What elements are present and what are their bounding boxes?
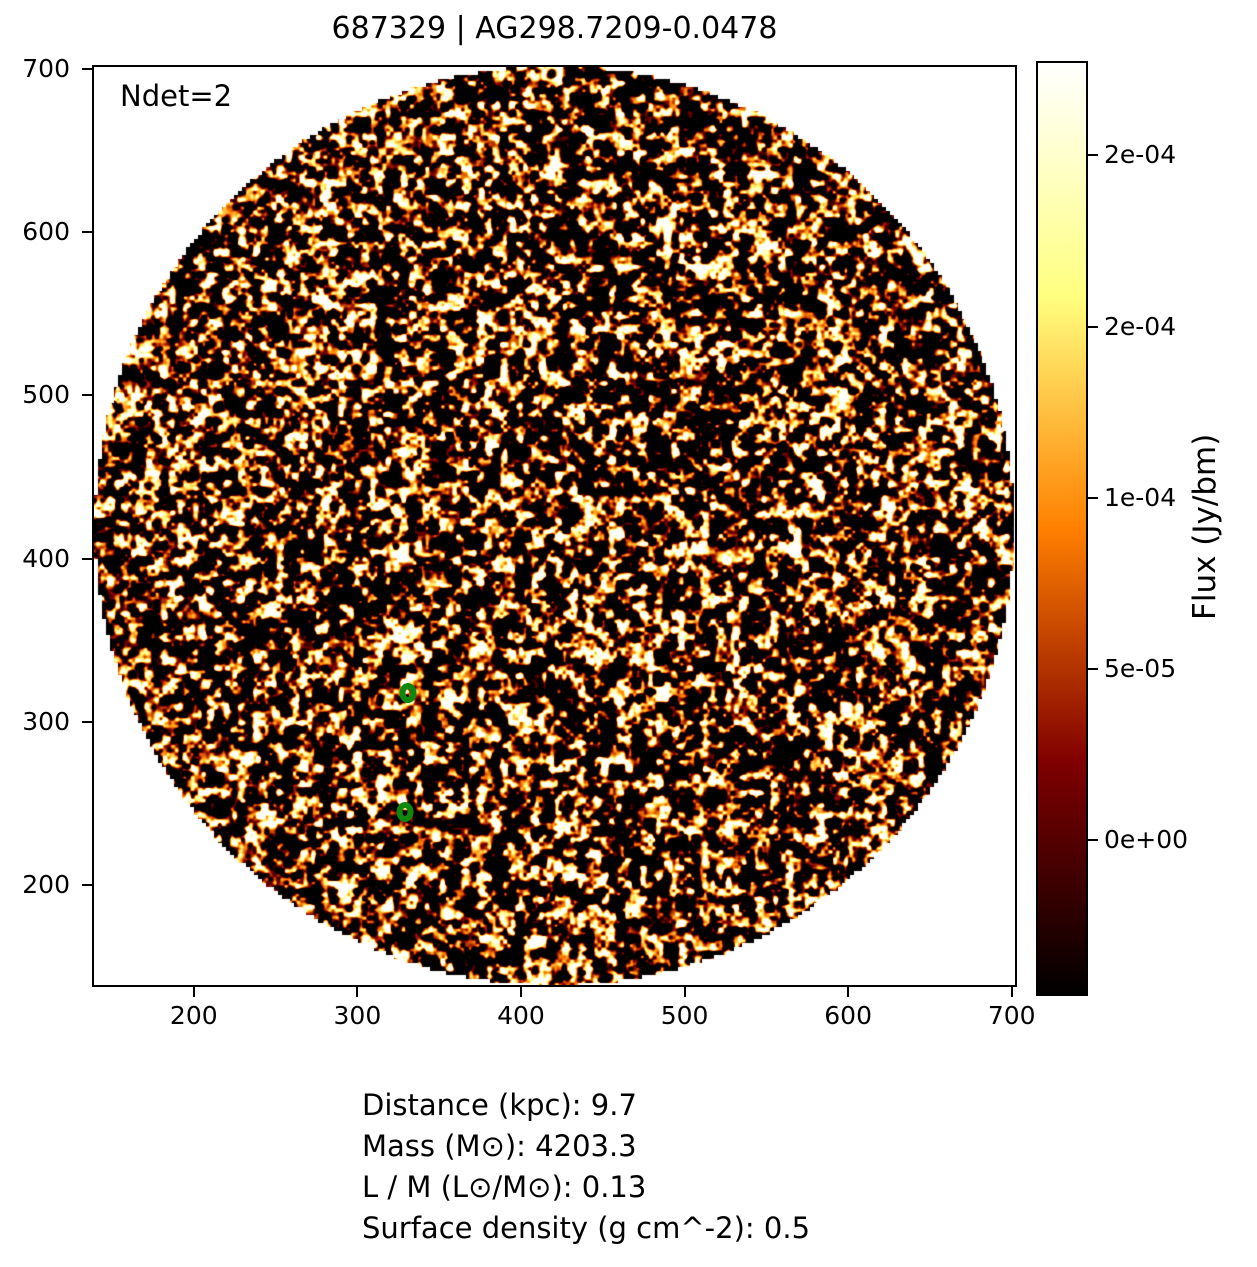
- x-tick-mark: [847, 987, 850, 997]
- colorbar-tick-label: 0e+00: [1104, 824, 1189, 854]
- ndet-annotation: Ndet=2: [120, 79, 233, 113]
- colorbar-tick-mark: [1088, 325, 1098, 328]
- info-line-surface-density: Surface density (g cm^-2): 0.5: [362, 1211, 811, 1245]
- colorbar-tick-label: 1e-04: [1104, 482, 1177, 512]
- colorbar-tick-mark: [1088, 496, 1098, 499]
- x-tick-mark: [356, 987, 359, 997]
- x-tick-label: 300: [333, 1001, 382, 1030]
- x-tick-label: 700: [987, 1001, 1036, 1030]
- info-block: Distance (kpc): 9.7 Mass (M⊙): 4203.3 L …: [362, 1085, 810, 1249]
- colorbar-tick-label: 2e-04: [1104, 140, 1177, 170]
- colorbar-tick-label: 5e-05: [1104, 653, 1177, 683]
- detection-marker: [396, 801, 414, 822]
- flux-map-canvas: [94, 67, 1015, 985]
- y-tick-mark: [82, 884, 92, 887]
- colorbar-label: Flux (Jy/bm): [1187, 433, 1223, 620]
- x-tick-label: 200: [169, 1001, 218, 1030]
- y-tick-mark: [82, 721, 92, 723]
- y-tick-label: 700: [22, 53, 70, 83]
- x-tick-label: 400: [497, 1001, 545, 1030]
- x-tick-mark: [519, 987, 522, 997]
- figure-title: 687329 | AG298.7209-0.0478: [331, 11, 778, 46]
- detection-marker: [399, 682, 417, 703]
- colorbar-tick-mark: [1088, 154, 1098, 157]
- y-tick-label: 500: [22, 380, 70, 410]
- colorbar: 2e-04 2e-04 1e-04 5e-05 0e+00: [1036, 61, 1188, 996]
- colorbar-tick-mark: [1088, 667, 1098, 670]
- x-tick-mark: [1010, 987, 1013, 997]
- x-tick-mark: [192, 987, 195, 997]
- colorbar-tick-label: 2e-04: [1104, 311, 1177, 341]
- y-tick-mark: [82, 230, 92, 233]
- y-tick-label: 400: [22, 543, 70, 573]
- y-tick-label: 300: [22, 707, 70, 736]
- info-line-mass: Mass (M⊙): 4203.3: [362, 1129, 637, 1163]
- x-tick-label: 500: [660, 1001, 709, 1030]
- info-line-lm-ratio: L / M (L⊙/M⊙): 0.13: [362, 1170, 647, 1204]
- colorbar-tick-mark: [1088, 838, 1098, 841]
- y-tick-mark: [82, 67, 92, 70]
- y-tick-mark: [82, 557, 92, 560]
- plot-area: Ndet=2 200 300 400 500 600 700 200 300 400 500 60…: [22, 54, 1035, 1030]
- y-tick-label: 200: [22, 870, 70, 900]
- info-line-distance: Distance (kpc): 9.7: [362, 1088, 637, 1122]
- y-tick-label: 600: [22, 216, 70, 246]
- y-tick-mark: [82, 394, 92, 397]
- x-tick-label: 600: [824, 1001, 872, 1030]
- x-tick-mark: [683, 987, 686, 997]
